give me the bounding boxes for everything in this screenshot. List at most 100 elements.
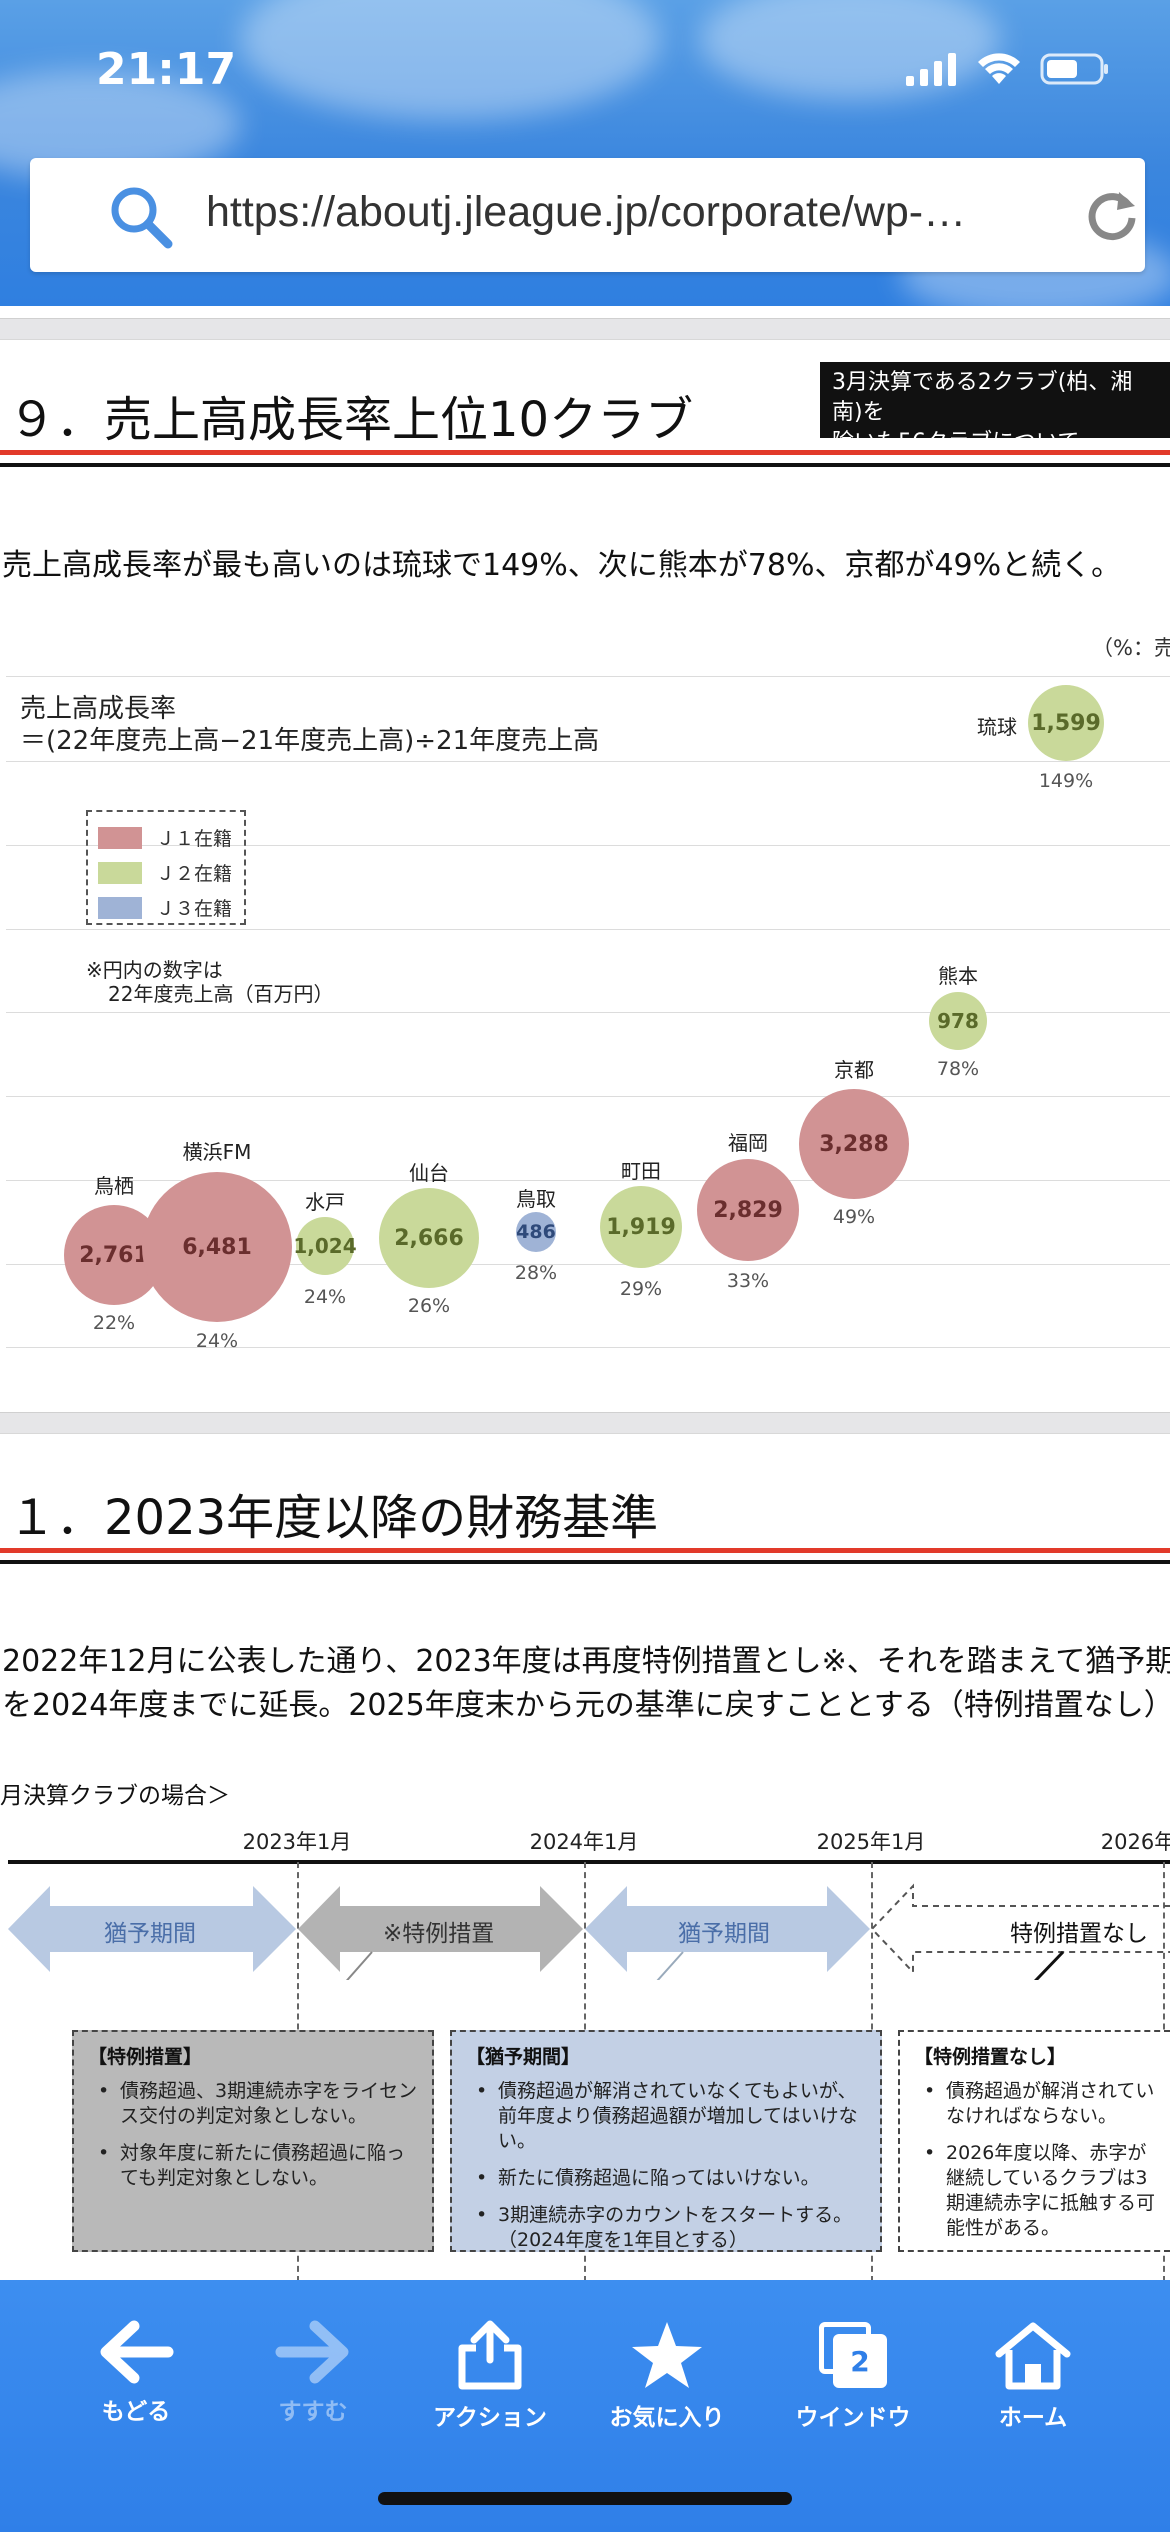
scope-badge: 3月決算である2クラブ(柏、湘南)を 除いた56クラブについて — [820, 362, 1170, 455]
bubble-8: 3,288 — [799, 1089, 909, 1199]
legend-label-j2: Ｊ２在籍 — [156, 863, 233, 885]
box-item: 2026年度以降、赤字が継続しているクラブは3期連続赤字に抵触する可能性がある。 — [914, 2141, 1156, 2241]
gridline — [6, 929, 1170, 930]
legend-swatch-j1 — [98, 826, 142, 849]
box-grace-period: 【猶予期間】 債務超過が解消されていなくてもよいが、前年度より債務超過額が増加し… — [450, 2030, 882, 2252]
formula-line1: 売上高成長率 — [20, 694, 177, 724]
gridline — [6, 1180, 1170, 1181]
bubble-club-label: 町田 — [621, 1159, 661, 1183]
bubble-note-line2: 22年度売上高（百万円） — [108, 982, 334, 1006]
bubble-note-line1: ※円内の数字は — [86, 958, 223, 982]
window-icon: 2 — [815, 2320, 891, 2390]
window-button[interactable]: 2 ウインドウ — [768, 2320, 938, 2432]
title-rule-black — [0, 463, 1170, 467]
bubble-growth-label: 24% — [195, 1330, 239, 1352]
bubble-growth-label: 149% — [1038, 770, 1094, 792]
box-title: 【猶予期間】 — [466, 2046, 581, 2068]
slide-separator — [0, 1412, 1170, 1434]
phase-arrow-3 — [585, 1886, 870, 1972]
formula-line2: ＝(22年度売上高−21年度売上高)÷21年度売上高 — [20, 726, 600, 756]
box-item: 債務超過、3期連続赤字をライセンス交付の判定対象としない。 — [88, 2079, 418, 2129]
favorites-button[interactable]: お気に入り — [582, 2320, 752, 2432]
url-text[interactable]: https://aboutj.jleague.jp/corporate/wp-… — [206, 188, 967, 236]
timeline-axis — [8, 1860, 1170, 1864]
phase-arrow-1 — [8, 1886, 296, 1972]
back-label: もどる — [101, 2399, 171, 2425]
box-title: 【特例措置なし】 — [914, 2046, 1067, 2068]
title-rule-red — [0, 450, 1170, 455]
forward-label: すすむ — [278, 2399, 348, 2425]
gridline — [6, 676, 1170, 677]
bubble-6: 1,919 — [600, 1186, 682, 1268]
back-button[interactable]: もどる — [51, 2320, 221, 2426]
timeline-date: 2025年1月 — [816, 1830, 926, 1854]
gridline — [6, 1012, 1170, 1013]
home-label: ホーム — [998, 2405, 1068, 2431]
battery-icon — [1040, 53, 1108, 85]
phase-label: 特例措置なし — [1010, 1921, 1148, 1947]
gridline — [6, 1347, 1170, 1348]
bubble-growth-label: 22% — [92, 1312, 136, 1334]
bubble-growth-label: 28% — [514, 1262, 558, 1284]
bubble-growth-label: 29% — [619, 1278, 663, 1300]
forward-button[interactable]: すすむ — [228, 2320, 398, 2426]
browser-toolbar: もどる すすむ アクション お気に入り 2 ウインドウ ホーム — [0, 2280, 1170, 2532]
window-count: 2 — [833, 2334, 887, 2388]
bubble-growth-label: 24% — [303, 1286, 347, 1308]
box-special-measures: 【特例措置】 債務超過、3期連続赤字をライセンス交付の判定対象としない。 対象年… — [72, 2030, 434, 2252]
box-item: 対象年度に新たに債務超過に陥っても判定対象としない。 — [88, 2141, 418, 2191]
bubble-club-label: 鳥栖 — [94, 1174, 134, 1198]
bubble-club-label: 仙台 — [409, 1161, 449, 1185]
arrow-right-icon — [275, 2320, 349, 2384]
box-item: 債務超過が解消されていなければならない。 — [914, 2079, 1156, 2129]
box-no-special-measures: 【特例措置なし】 債務超過が解消されていなければならない。 2026年度以降、赤… — [898, 2030, 1170, 2252]
phase-label: ※特例措置 — [383, 1921, 495, 1947]
title-rule-black — [0, 1560, 1170, 1564]
section1-title: １．2023年度以降の財務基準 — [8, 1490, 659, 1546]
unit-note: （%：売 — [1092, 636, 1170, 660]
bubble-club-label: 水戸 — [305, 1190, 345, 1214]
home-button[interactable]: ホーム — [948, 2320, 1118, 2432]
status-icons — [906, 52, 1110, 86]
favorites-label: お気に入り — [609, 2405, 725, 2431]
box-title: 【特例措置】 — [88, 2046, 203, 2068]
bubble-growth-label: 26% — [407, 1295, 451, 1317]
signal-icon — [906, 53, 956, 86]
timeline-date: 2023年1月 — [242, 1830, 352, 1854]
legend-label-j3: Ｊ３在籍 — [156, 898, 233, 920]
chart-legend: Ｊ１在籍 Ｊ２在籍 Ｊ３在籍 — [86, 810, 246, 925]
phase-arrow-2 — [298, 1886, 583, 1972]
search-icon[interactable] — [108, 184, 174, 250]
bubble-7: 2,829 — [697, 1159, 799, 1261]
legend-item-j3: Ｊ３在籍 — [98, 894, 232, 921]
status-time: 21:17 — [96, 44, 237, 95]
bubble-club-label: 京都 — [834, 1058, 874, 1082]
timeline-phase-arrows — [8, 1883, 1170, 1980]
box-item: 3期連続赤字のカウントをスタートする。（2024年度を1年目とする） — [466, 2203, 866, 2253]
bubble-club-label: 横浜FM — [182, 1140, 252, 1164]
home-icon — [995, 2322, 1071, 2390]
legend-swatch-j3 — [98, 896, 142, 919]
phase-label: 猶予期間 — [678, 1921, 770, 1947]
address-bar[interactable]: https://aboutj.jleague.jp/corporate/wp-… — [30, 158, 1145, 272]
section1-para-line1: 2022年12月に公表した通り、2023年度は再度特例措置とし※、それを踏まえて… — [2, 1644, 1170, 1679]
gridline — [6, 1096, 1170, 1097]
bubble-growth-label: 49% — [832, 1206, 876, 1228]
browser-top-bar: 21:17 https://aboutj.jleague.jp/corporat… — [0, 0, 1170, 306]
legend-item-j2: Ｊ２在籍 — [98, 859, 232, 886]
title-rule-red — [0, 1548, 1170, 1553]
bubble-club-label: 熊本 — [938, 964, 978, 988]
legend-item-j1: Ｊ１在籍 — [98, 824, 232, 851]
section1-para-line2: を2024年度までに延長。2025年度末から元の基準に戻すこととする（特例措置な… — [2, 1688, 1170, 1723]
gridline — [6, 761, 1170, 762]
gridline — [6, 845, 1170, 846]
section9-title: ９．売上高成長率上位10クラブ — [8, 392, 694, 448]
legend-label-j1: Ｊ１在籍 — [156, 828, 233, 850]
box-item: 債務超過が解消されていなくてもよいが、前年度より債務超過額が増加してはいけない。 — [466, 2079, 866, 2154]
action-button[interactable]: アクション — [405, 2320, 575, 2432]
arrow-left-icon — [100, 2320, 174, 2384]
reload-icon[interactable] — [1083, 186, 1141, 244]
window-label: ウインドウ — [795, 2405, 911, 2431]
bubble-10: 1,599 — [1028, 685, 1104, 761]
phase-arrow-4 — [870, 1883, 1170, 1975]
